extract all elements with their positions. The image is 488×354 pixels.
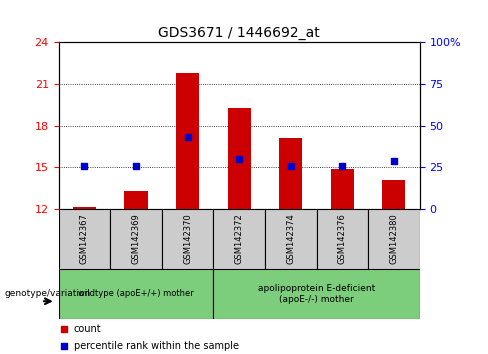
Text: wildtype (apoE+/+) mother: wildtype (apoE+/+) mother	[78, 289, 194, 298]
Bar	[265, 209, 317, 269]
Point	[81, 163, 88, 169]
Text: GSM142370: GSM142370	[183, 213, 192, 264]
Point	[183, 135, 191, 140]
Text: count: count	[74, 324, 102, 333]
Bar	[213, 269, 420, 319]
Text: GSM142380: GSM142380	[389, 213, 398, 264]
Text: GSM142367: GSM142367	[80, 213, 89, 264]
Text: apolipoprotein E-deficient
(apoE-/-) mother: apolipoprotein E-deficient (apoE-/-) mot…	[258, 284, 375, 303]
Bar	[162, 209, 213, 269]
Bar	[73, 207, 96, 209]
Bar	[317, 209, 368, 269]
Point	[132, 163, 140, 169]
Point	[60, 326, 67, 331]
Title: GDS3671 / 1446692_at: GDS3671 / 1446692_at	[158, 26, 320, 40]
Point	[390, 158, 398, 164]
Bar	[331, 169, 354, 209]
Bar	[59, 269, 213, 319]
Bar	[279, 138, 302, 209]
Point	[235, 156, 243, 162]
Text: percentile rank within the sample: percentile rank within the sample	[74, 341, 239, 351]
Bar	[213, 209, 265, 269]
Bar	[110, 209, 162, 269]
Bar	[176, 73, 199, 209]
Bar	[59, 209, 110, 269]
Bar	[368, 209, 420, 269]
Point	[287, 163, 295, 169]
Bar	[227, 108, 251, 209]
Text: GSM142372: GSM142372	[235, 213, 244, 264]
Text: GSM142369: GSM142369	[131, 213, 141, 264]
Bar	[382, 180, 406, 209]
Text: GSM142374: GSM142374	[286, 213, 295, 264]
Bar	[124, 191, 147, 209]
Point	[338, 163, 346, 169]
Text: genotype/variation: genotype/variation	[5, 289, 91, 298]
Point	[60, 343, 67, 349]
Text: GSM142376: GSM142376	[338, 213, 347, 264]
